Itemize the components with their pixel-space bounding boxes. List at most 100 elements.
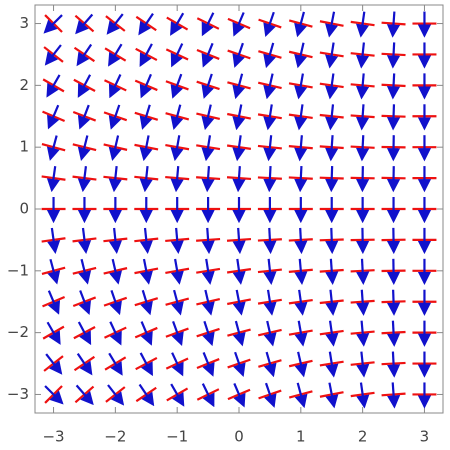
field-arrow (138, 383, 155, 407)
field-arrow (386, 11, 401, 38)
field-arrow (170, 258, 184, 285)
x-tick-label: −3 (42, 428, 64, 446)
field-arrow (139, 352, 153, 377)
field-arrow (356, 320, 370, 347)
field-arrow (232, 320, 246, 347)
field-arrow (140, 321, 153, 346)
field-arrow (139, 104, 153, 130)
field-arrow (109, 290, 122, 316)
field-arrow (232, 289, 246, 316)
field-arrow (108, 104, 122, 130)
field-arrow (201, 289, 215, 316)
field-arrow (77, 166, 91, 193)
field-arrow (233, 382, 246, 408)
field-arrow (77, 104, 91, 130)
field-arrow (294, 104, 308, 131)
field-arrow (325, 351, 339, 378)
field-arrow (75, 384, 94, 406)
x-tick-label: 3 (420, 428, 430, 446)
field-arrow (232, 166, 246, 193)
y-tick-label: 0 (19, 200, 29, 218)
field-arrow (325, 258, 339, 285)
field-arrow (201, 258, 215, 285)
field-arrow (109, 258, 123, 285)
field-arrow (325, 227, 339, 255)
field-arrow (325, 42, 339, 69)
field-arrow (139, 166, 153, 193)
field-arrow (325, 135, 339, 162)
field-arrow (232, 42, 245, 68)
field-arrow (263, 258, 277, 285)
field-arrow (294, 227, 308, 255)
field-arrow (107, 384, 125, 406)
field-arrow (47, 290, 61, 315)
field-arrow (170, 73, 184, 99)
field-arrow (263, 73, 277, 100)
field-arrow (46, 321, 61, 345)
field-arrow (356, 258, 370, 285)
field-arrow (201, 383, 215, 408)
field-arrow (386, 104, 401, 131)
field-arrow (325, 166, 339, 193)
field-arrow (386, 73, 401, 100)
field-arrow (109, 321, 122, 346)
field-arrow (108, 43, 123, 67)
field-arrow (294, 289, 308, 316)
field-arrow (232, 258, 246, 285)
field-arrow (139, 258, 153, 285)
field-arrow (387, 351, 401, 378)
field-arrow (263, 289, 277, 316)
x-tick-label: −2 (104, 428, 126, 446)
y-tick-label: 3 (19, 14, 29, 32)
field-arrow (139, 43, 153, 67)
y-tick-label: −3 (7, 385, 29, 403)
field-arrow (233, 351, 246, 377)
y-tick-label: 2 (19, 76, 29, 94)
field-arrow (263, 227, 277, 255)
field-arrow (294, 73, 308, 100)
field-arrow (294, 42, 308, 69)
field-arrow (171, 320, 184, 346)
x-tick-label: −1 (166, 428, 188, 446)
field-arrow (263, 382, 277, 408)
field-arrow (294, 135, 308, 162)
field-arrow (201, 166, 215, 193)
field-arrow (44, 44, 62, 66)
field-arrow (47, 258, 61, 285)
field-arrow (170, 104, 184, 130)
field-arrow (78, 290, 91, 315)
field-arrow (170, 43, 184, 68)
field-arrow (139, 227, 153, 255)
field-arrow (387, 382, 401, 409)
field-arrow (106, 13, 124, 35)
field-arrow (232, 104, 246, 131)
field-arrow (46, 74, 61, 98)
field-arrow (263, 320, 277, 347)
field-arrow (138, 12, 154, 36)
field-arrow (356, 382, 370, 409)
field-arrow (47, 227, 61, 254)
field-arrow (139, 73, 152, 99)
field-arrow (263, 104, 277, 131)
field-arrow (201, 42, 214, 68)
field-arrow (263, 135, 277, 162)
field-arrow (108, 166, 122, 193)
field-arrow (294, 11, 307, 38)
field-arrow (386, 289, 401, 316)
field-arrow (170, 227, 184, 255)
field-arrow (263, 351, 277, 378)
field-arrow (140, 289, 153, 316)
field-arrow (44, 385, 64, 405)
field-arrow (170, 12, 185, 36)
field-arrow (47, 104, 60, 130)
field-arrow (294, 351, 308, 378)
field-arrow (170, 166, 184, 193)
y-tick-label: 1 (19, 138, 29, 156)
field-arrow (45, 353, 63, 375)
field-arrow (77, 321, 92, 346)
field-arrow (325, 289, 339, 316)
field-arrow (263, 42, 276, 69)
field-arrow (202, 320, 215, 347)
field-arrow (263, 11, 276, 37)
